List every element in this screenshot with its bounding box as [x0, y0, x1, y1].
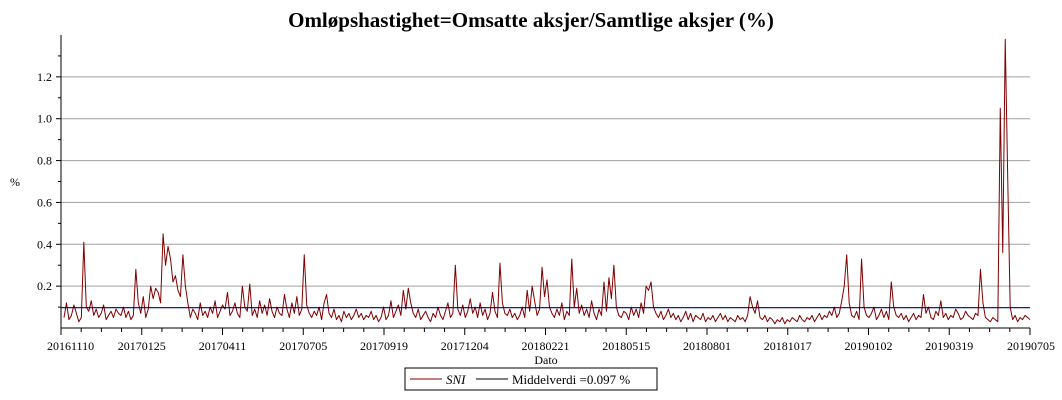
x-tick-label-8: 20180801 [683, 339, 731, 353]
x-tick-label-9: 20181017 [764, 339, 812, 353]
y-tick-label-1: 0.4 [37, 237, 52, 251]
legend-label-sni: SNI [446, 372, 466, 387]
x-axis: 20161110 20170125 20170411 20170705 20170919… [47, 327, 1055, 353]
x-tick-label-6: 20180221 [522, 339, 570, 353]
x-tick-label-12: 20190705 [1007, 339, 1055, 353]
grid [61, 76, 1030, 287]
legend-label-mean: Middelverdi =0.097 % [512, 372, 630, 387]
x-tick-label-5: 20171204 [441, 339, 489, 353]
y-tick-label-0: 0.2 [37, 279, 52, 293]
series-line-sni [63, 38, 1031, 325]
y-tick-label-3: 0.8 [37, 154, 52, 168]
y-tick-label-5: 1.2 [37, 70, 52, 84]
legend-box [404, 367, 658, 391]
series-layer [61, 38, 1031, 325]
x-tick-label-1: 20170125 [118, 339, 166, 353]
x-tick-label-7: 20180515 [602, 339, 650, 353]
chart-title: Omløpshastighet=Omsatte aksjer/Samtlige … [288, 8, 774, 32]
x-tick-label-11: 20190319 [925, 339, 973, 353]
y-tick-label-4: 1.0 [37, 112, 52, 126]
y-axis: 0.2 0.4 0.6 0.8 1.0 1.2 [37, 35, 62, 328]
legend: SNI Middelverdi =0.097 % [404, 367, 658, 391]
x-tick-label-2: 20170411 [199, 339, 247, 353]
x-axis-label: Dato [534, 353, 557, 367]
y-tick-label-2: 0.6 [37, 195, 52, 209]
x-tick-label-3: 20170705 [279, 339, 327, 353]
x-tick-label-0: 20161110 [47, 339, 94, 353]
x-tick-label-10: 20190102 [845, 339, 893, 353]
y-axis-label: % [10, 175, 20, 189]
x-tick-label-4: 20170919 [360, 339, 408, 353]
